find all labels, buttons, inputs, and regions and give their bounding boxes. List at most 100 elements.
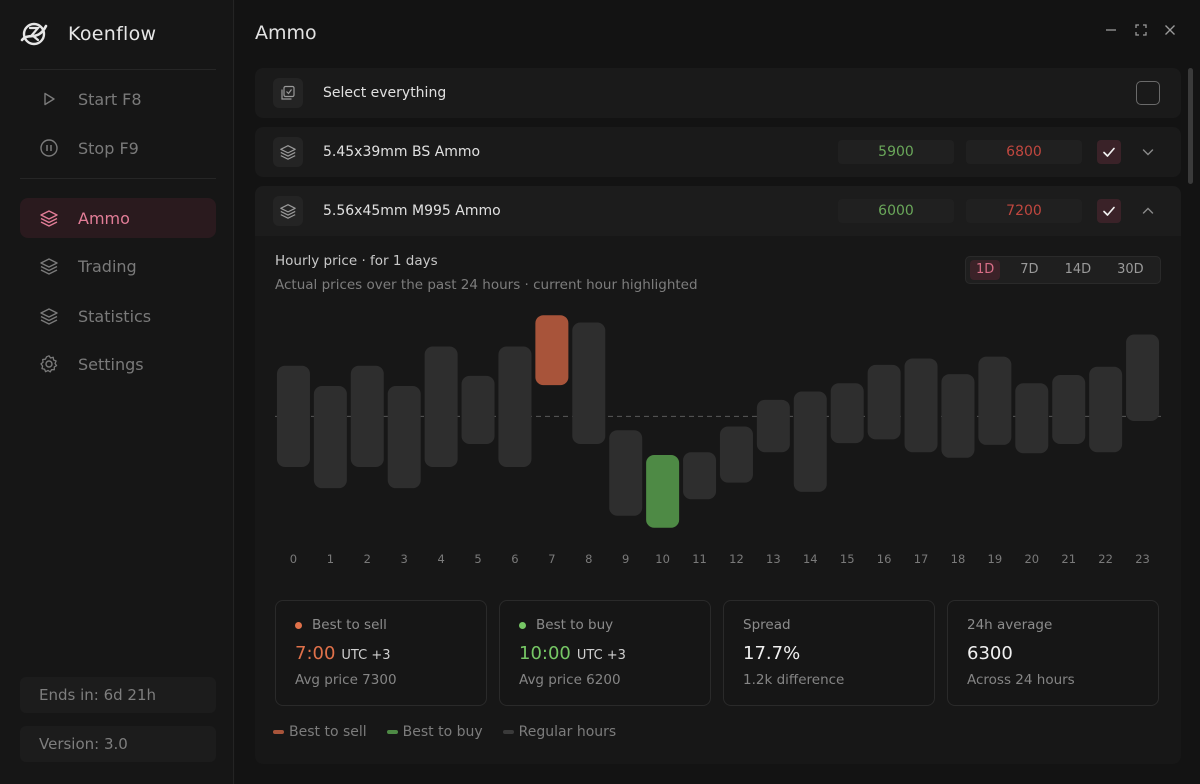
hour-tick-label: 15 xyxy=(840,552,855,566)
hour-tick-label: 22 xyxy=(1098,552,1113,566)
hour-tick-label: 17 xyxy=(914,552,929,566)
ammo-item-expanded: 5.56x45mm M995 Ammo 6000 7200 Hourly pri… xyxy=(255,186,1181,764)
hour-tick-label: 7 xyxy=(548,552,555,566)
hour-bar[interactable] xyxy=(646,455,680,528)
select-all-checkbox[interactable] xyxy=(1136,81,1160,105)
gear-icon xyxy=(38,353,60,375)
card-subtext: Avg price 7300 xyxy=(295,672,397,688)
chevron-up-icon[interactable] xyxy=(1138,201,1158,221)
sidebar-divider xyxy=(20,178,216,179)
hour-bar[interactable] xyxy=(941,374,975,458)
spread-card: Spread 17.7% 1.2k difference xyxy=(723,600,935,706)
sell-price-field[interactable]: 6800 xyxy=(966,140,1082,164)
card-unit: UTC +3 xyxy=(576,648,626,663)
hour-tick-label: 9 xyxy=(622,552,629,566)
range-option-14d[interactable]: 14D xyxy=(1064,262,1092,277)
range-option-30d[interactable]: 30D xyxy=(1117,262,1144,277)
check-icon xyxy=(1103,206,1115,216)
hour-bar[interactable] xyxy=(572,322,606,444)
range-option-1d[interactable]: 1D xyxy=(970,260,1001,280)
hour-bar[interactable] xyxy=(461,375,495,444)
sidebar: Koenflow Start F8 Stop F9 Ammo Trading S… xyxy=(0,0,234,784)
sell-price-field[interactable]: 7200 xyxy=(966,199,1082,223)
buy-price-field[interactable]: 6000 xyxy=(838,199,954,223)
maximize-icon[interactable] xyxy=(1131,20,1151,40)
scrollbar[interactable] xyxy=(1188,68,1193,184)
sidebar-item-start[interactable]: Start F8 xyxy=(20,79,216,119)
hour-tick-label: 6 xyxy=(511,552,518,566)
app-name: Koenflow xyxy=(68,23,157,45)
hour-bar[interactable] xyxy=(904,358,938,453)
sidebar-item-statistics[interactable]: Statistics xyxy=(20,296,216,336)
legend-label: Regular hours xyxy=(518,724,617,740)
minimize-icon[interactable] xyxy=(1101,20,1121,40)
check-icon xyxy=(1103,147,1115,157)
sidebar-item-ammo[interactable]: Ammo xyxy=(20,198,216,238)
card-value: 7:00 xyxy=(295,643,336,664)
chevron-down-icon[interactable] xyxy=(1138,142,1158,162)
pause-icon xyxy=(38,137,60,159)
hour-bar[interactable] xyxy=(1126,334,1160,421)
chart-subtitle: Actual prices over the past 24 hours · c… xyxy=(275,277,698,293)
sidebar-item-settings[interactable]: Settings xyxy=(20,344,216,384)
version-label: Version: 3.0 xyxy=(20,726,216,762)
hour-bar[interactable] xyxy=(313,386,347,489)
close-icon[interactable] xyxy=(1160,20,1180,40)
hour-tick-label: 23 xyxy=(1135,552,1150,566)
hour-bar[interactable] xyxy=(609,430,643,516)
hourly-price-chart: 0 1 2 3 4 5 6 7 8 9 10 11 12 13 14 15 16 17 18 19 20 21 22 23 xyxy=(275,315,1161,566)
hour-bar[interactable] xyxy=(535,315,569,386)
main-panel: Ammo Select everything 5.45x39mm BS Ammo… xyxy=(235,0,1200,784)
hour-bar[interactable] xyxy=(978,356,1012,445)
hour-tick-label: 4 xyxy=(437,552,444,566)
best-to-sell-card: Best to sell 7:00 UTC +3 Avg price 7300 xyxy=(275,600,487,706)
card-title: Best to buy xyxy=(536,617,614,633)
ammo-item-name: 5.56x45mm M995 Ammo xyxy=(323,203,501,219)
hour-bar[interactable] xyxy=(683,452,717,500)
legend-item-sell: Best to sell xyxy=(273,724,367,740)
card-subtext: Avg price 6200 xyxy=(519,672,621,688)
select-all-icon xyxy=(273,78,303,108)
hour-bar[interactable] xyxy=(1089,366,1123,453)
layers-icon xyxy=(38,255,60,277)
hour-bar[interactable] xyxy=(498,346,532,467)
hour-tick-label: 16 xyxy=(877,552,892,566)
subscription-ends: Ends in: 6d 21h xyxy=(20,677,216,713)
page-title: Ammo xyxy=(255,22,317,44)
hour-tick-label: 11 xyxy=(692,552,707,566)
ammo-item-row[interactable]: 5.45x39mm BS Ammo 5900 6800 xyxy=(255,127,1181,177)
sidebar-item-label: Ammo xyxy=(78,208,130,228)
ammo-item-row[interactable]: 5.56x45mm M995 Ammo 6000 7200 xyxy=(255,186,1181,236)
card-value: 17.7% xyxy=(743,643,801,664)
hour-bar[interactable] xyxy=(793,391,827,492)
hour-bar[interactable] xyxy=(350,365,384,467)
hour-tick-label: 0 xyxy=(290,552,297,566)
hour-bar[interactable] xyxy=(756,399,790,453)
chart-legend: Best to sell Best to buy Regular hours xyxy=(273,724,636,740)
card-subtext: Across 24 hours xyxy=(967,672,1075,688)
card-title: 24h average xyxy=(967,617,1053,633)
range-option-7d[interactable]: 7D xyxy=(1020,262,1039,277)
sidebar-item-label: Settings xyxy=(78,354,144,374)
sidebar-item-stop[interactable]: Stop F9 xyxy=(20,128,216,168)
hour-bar[interactable] xyxy=(424,346,458,467)
item-checkbox[interactable] xyxy=(1097,199,1121,223)
hour-bar[interactable] xyxy=(387,386,421,489)
card-title: Spread xyxy=(743,617,791,633)
hour-bar[interactable] xyxy=(276,365,310,467)
hour-bar[interactable] xyxy=(830,383,864,444)
legend-swatch xyxy=(502,730,514,734)
hour-tick-label: 19 xyxy=(988,552,1003,566)
select-all-row[interactable]: Select everything xyxy=(255,68,1181,118)
hour-tick-label: 20 xyxy=(1024,552,1039,566)
hour-bar[interactable] xyxy=(867,364,901,440)
buy-price-field[interactable]: 5900 xyxy=(838,140,954,164)
item-checkbox[interactable] xyxy=(1097,140,1121,164)
hour-bar[interactable] xyxy=(1052,375,1086,444)
hour-tick-label: 1 xyxy=(327,552,334,566)
hour-tick-label: 8 xyxy=(585,552,592,566)
hour-bar[interactable] xyxy=(719,426,753,483)
hour-bar[interactable] xyxy=(1015,383,1049,454)
legend-label: Best to sell xyxy=(289,724,367,740)
sidebar-item-trading[interactable]: Trading xyxy=(20,246,216,286)
